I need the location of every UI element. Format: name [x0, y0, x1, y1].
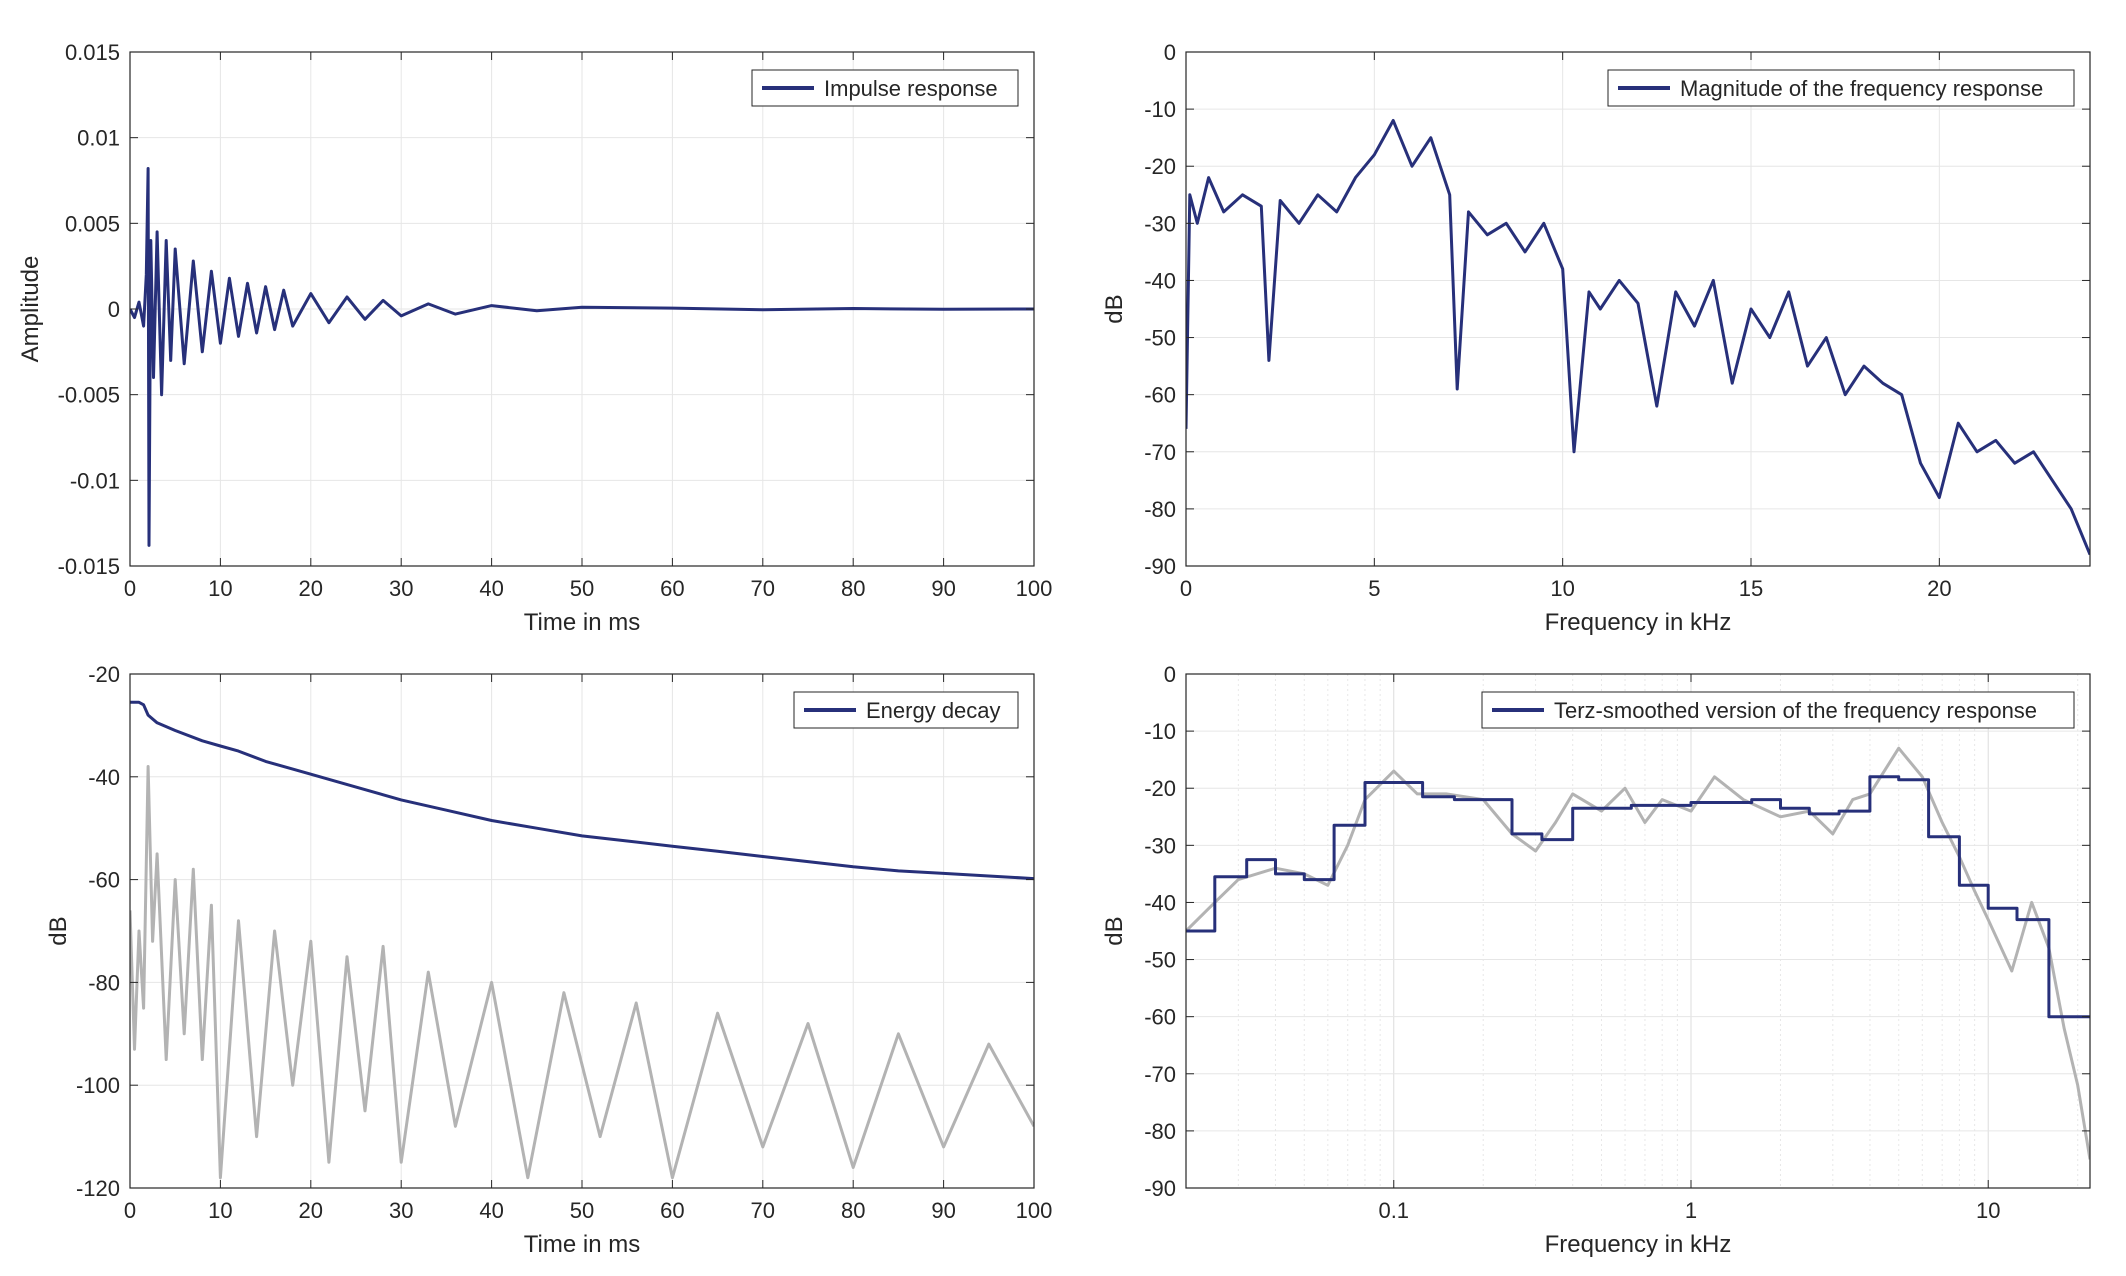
y-tick-label: -90 [1144, 1176, 1176, 1201]
y-tick-label: -0.01 [70, 468, 120, 493]
primary-series-line [1186, 775, 2090, 1019]
x-tick-label: 1 [1685, 1198, 1697, 1223]
x-tick-label: 0 [124, 576, 136, 601]
y-tick-label: -80 [88, 970, 120, 995]
primary-series-line [130, 700, 1034, 881]
y-tick-label: -70 [1144, 1062, 1176, 1087]
legend-label: Terz-smoothed version of the frequency r… [1554, 698, 2037, 723]
y-tick-label: -100 [76, 1073, 120, 1098]
x-tick-label: 60 [660, 576, 684, 601]
x-tick-label: 90 [931, 1198, 955, 1223]
y-tick-label: 0 [1164, 662, 1176, 687]
y-axis-label: dB [1101, 294, 1128, 323]
y-tick-label: -10 [1144, 719, 1176, 744]
y-tick-label: -70 [1144, 440, 1176, 465]
x-tick-label: 90 [931, 576, 955, 601]
y-tick-label: -60 [1144, 383, 1176, 408]
x-tick-label: 0.1 [1378, 1198, 1409, 1223]
x-tick-label: 80 [841, 576, 865, 601]
y-axis-label: dB [45, 916, 72, 945]
x-tick-label: 60 [660, 1198, 684, 1223]
legend: Magnitude of the frequency response [1607, 69, 2075, 107]
reference-series-line [130, 765, 1034, 1180]
x-tick-label: 0 [1180, 576, 1192, 601]
primary-series-line [130, 167, 1034, 547]
legend-box [1607, 69, 2075, 107]
x-tick-label: 15 [1739, 576, 1763, 601]
x-tick-label: 100 [1016, 576, 1053, 601]
y-tick-label: -50 [1144, 948, 1176, 973]
primary-series-line [1186, 119, 2090, 556]
x-tick-label: 30 [389, 1198, 413, 1223]
x-tick-label: 30 [389, 576, 413, 601]
x-tick-label: 10 [208, 1198, 232, 1223]
legend: Energy decay [793, 691, 1019, 729]
y-tick-label: -20 [1144, 154, 1176, 179]
x-tick-label: 70 [751, 576, 775, 601]
x-tick-label: 5 [1368, 576, 1380, 601]
x-axis-label: Frequency in kHz [1545, 609, 1732, 636]
y-tick-label: -40 [1144, 268, 1176, 293]
y-tick-label: -10 [1144, 97, 1176, 122]
series-group [130, 167, 1034, 547]
x-tick-label: 80 [841, 1198, 865, 1223]
x-tick-label: 10 [1550, 576, 1574, 601]
y-tick-label: -40 [1144, 890, 1176, 915]
grid-lines [1185, 51, 2090, 567]
frequency-magnitude-panel: 0 5 10 15 20 0 -10 -20 -30 -40 -50 -60 -70 -80 -90 Freq… [1101, 40, 2091, 636]
y-tick-label: -0.015 [58, 554, 120, 579]
y-tick-label: -0.005 [58, 383, 120, 408]
impulse-response-panel: 0 10 20 30 40 50 60 70 80 90 1000.0150.010.0050-0.… [17, 40, 1052, 636]
y-tick-label: -40 [88, 765, 120, 790]
y-axis-label: Amplitude [17, 256, 44, 363]
series-group [1186, 119, 2090, 556]
y-tick-label: -80 [1144, 497, 1176, 522]
y-tick-label: -60 [1144, 1005, 1176, 1030]
legend-label: Energy decay [866, 698, 1001, 723]
x-axis-label: Frequency in kHz [1545, 1231, 1732, 1258]
x-tick-label: 20 [1927, 576, 1951, 601]
y-tick-label: 0.01 [77, 126, 120, 151]
y-tick-label: 0 [108, 297, 120, 322]
legend-box [1481, 691, 2075, 729]
x-tick-label: 100 [1016, 1198, 1053, 1223]
legend-label: Magnitude of the frequency response [1680, 76, 2043, 101]
x-tick-label: 10 [208, 576, 232, 601]
y-tick-label: -90 [1144, 554, 1176, 579]
legend-label: Impulse response [824, 76, 998, 101]
x-tick-label: 40 [479, 576, 503, 601]
y-tick-label: -120 [76, 1176, 120, 1201]
legend: Terz-smoothed version of the frequency r… [1481, 691, 2075, 729]
terz-smoothed-panel: 0.1 1 10 0 -10 -20 -30 -40 -50 -60 -70 -80 -90 Freque… [1101, 662, 2091, 1258]
x-tick-label: 20 [299, 576, 323, 601]
series-group [1186, 746, 2090, 1160]
x-tick-label: 50 [570, 1198, 594, 1223]
y-tick-label: -20 [88, 662, 120, 687]
x-tick-label: 50 [570, 576, 594, 601]
y-tick-label: 0 [1164, 40, 1176, 65]
legend: Impulse response [751, 69, 1019, 107]
y-tick-label: -20 [1144, 776, 1176, 801]
y-tick-label: 0.015 [65, 40, 120, 65]
energy-decay-panel: 0 10 20 30 40 50 60 70 80 90 100 -20 -40 -60 -80 -100 -1… [45, 662, 1052, 1258]
x-tick-label: 70 [751, 1198, 775, 1223]
x-axis-label: Time in ms [524, 1231, 640, 1258]
x-tick-label: 10 [1976, 1198, 2000, 1223]
y-axis-label: dB [1101, 916, 1128, 945]
x-tick-label: 40 [479, 1198, 503, 1223]
x-axis-label: Time in ms [524, 609, 640, 636]
y-tick-label: -80 [1144, 1119, 1176, 1144]
plot-area [1186, 674, 2090, 1188]
y-tick-label: 0.005 [65, 211, 120, 236]
y-tick-label: -30 [1144, 833, 1176, 858]
y-tick-label: -50 [1144, 326, 1176, 351]
y-tick-label: -30 [1144, 211, 1176, 236]
series-group [130, 700, 1034, 1180]
axes-box [1185, 673, 2091, 1189]
axes-box [1185, 51, 2091, 567]
x-tick-label: 0 [124, 1198, 136, 1223]
y-tick-label: -60 [88, 868, 120, 893]
x-tick-label: 20 [299, 1198, 323, 1223]
